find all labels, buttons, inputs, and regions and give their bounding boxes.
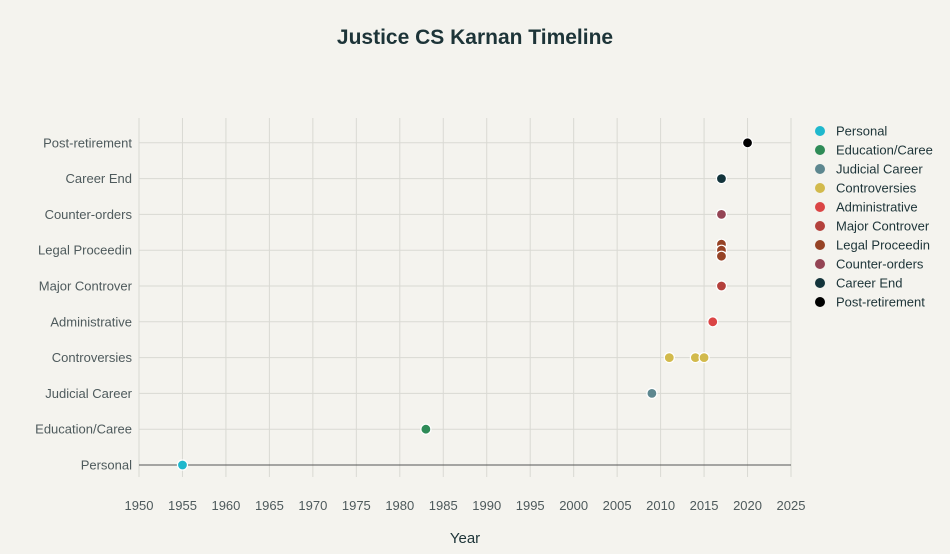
x-axis-title: Year [450,530,480,547]
data-point [715,173,728,185]
legend-marker [815,145,825,155]
x-tick-label: 2010 [646,498,675,513]
axes: 1950 1955 1960 1965 1970 1975 1980 1985 1990 1995… [35,135,805,513]
y-tick-label: Personal [81,458,132,473]
legend-marker [815,202,825,212]
x-tick-label: 2015 [690,498,719,513]
y-tick-label: Legal Proceedin [38,243,132,258]
x-tick-label: 1955 [168,498,197,513]
legend-entry-label: Personal [836,124,887,139]
legend-marker [815,126,825,136]
x-tick-label: 1995 [516,498,545,513]
data-point [715,208,728,220]
y-tick-label: Education/Caree [35,422,132,437]
legend-entry-label: Post-retirement [836,295,925,310]
data-point [663,352,675,364]
legend-entry-label: Judicial Career [836,162,923,177]
data-points [176,137,754,471]
chart-title: Justice CS Karnan Timeline [336,26,614,49]
legend-entry-label: Administrative [836,200,918,215]
x-tick-label: 1970 [298,498,327,513]
x-tick-label: 2025 [777,498,806,513]
data-point [707,316,719,328]
x-tick-label: 2005 [603,498,632,513]
y-tick-label: Major Controver [39,279,133,294]
y-tick-label: Post-retirement [43,135,132,150]
legend-entry-label: Controversies [836,181,917,196]
data-point [715,280,728,292]
legend-entry-label: Career End [836,276,902,291]
legend: Personal Education/Caree Judicial Career Co… [815,124,933,310]
y-tick-label: Counter-orders [45,207,133,222]
x-tick-label: 1960 [211,498,240,513]
data-point [741,137,754,149]
data-point [698,352,710,364]
legend-marker [815,240,825,250]
data-point [715,250,728,262]
x-tick-label: 1980 [385,498,414,513]
y-tick-label: Controversies [52,350,133,365]
y-tick-label: Administrative [50,314,132,329]
y-tick-label: Career End [66,171,132,186]
legend-marker [815,278,825,288]
x-tick-label: 2000 [559,498,588,513]
legend-marker [815,297,825,307]
x-tick-label: 1990 [472,498,501,513]
legend-entry-label: Counter-orders [836,257,924,272]
legend-entry-label: Education/Caree [836,143,933,158]
x-tick-label: 1965 [255,498,284,513]
legend-marker [815,183,825,193]
x-tick-label: 1985 [429,498,458,513]
x-tick-label: 1950 [125,498,154,513]
y-tick-label: Judicial Career [45,386,132,401]
legend-marker [815,164,825,174]
data-point [420,423,432,435]
legend-marker [815,259,825,269]
grid [138,118,792,477]
legend-entry-label: Legal Proceedin [836,238,930,253]
data-point [176,459,189,471]
legend-marker [815,221,825,231]
x-tick-label: 2020 [733,498,762,513]
x-tick-label: 1975 [342,498,371,513]
data-point [646,387,658,399]
legend-entry-label: Major Controver [836,219,930,234]
